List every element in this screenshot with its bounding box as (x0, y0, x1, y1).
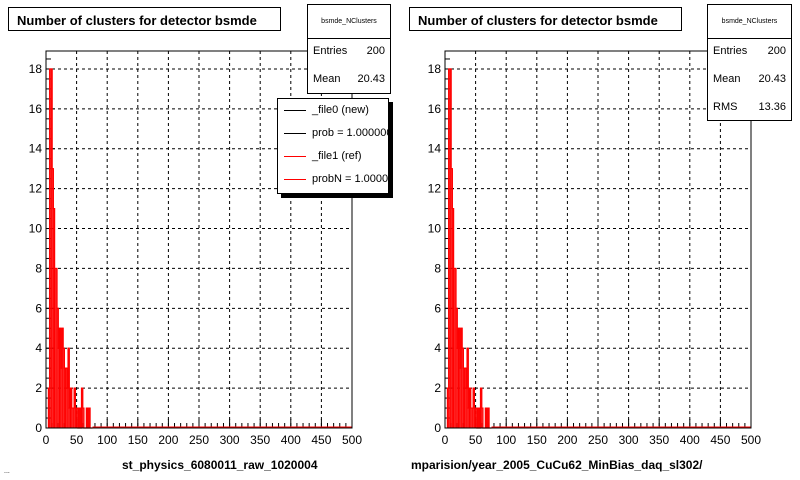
panel-1-legend: _file0 (new) prob = 1.000000 _file1 (ref… (277, 98, 389, 194)
y-tick-label: 14 (29, 142, 43, 156)
legend-swatch (284, 133, 306, 134)
x-tick-label: 450 (710, 433, 730, 447)
plot-frame (444, 50, 752, 429)
stats-entries-label: Entries (313, 45, 348, 57)
stats-rms-value: 13.36 (758, 101, 786, 113)
legend-swatch (284, 156, 306, 157)
x-tick-label: 450 (311, 433, 331, 447)
footer-text: ... (4, 468, 10, 475)
panel-2-stats-mean: Mean 20.43 (713, 73, 786, 87)
y-tick-label: 8 (434, 261, 441, 275)
legend-item-file1: _file1 (ref) (278, 150, 388, 164)
y-tick-label: 2 (35, 381, 42, 395)
y-tick-label: 14 (428, 142, 442, 156)
y-tick-label: 18 (29, 62, 43, 76)
x-tick-label: 100 (496, 433, 516, 447)
y-tick-label: 12 (428, 182, 442, 196)
legend-item-probn: probN = 1.000000 (278, 173, 389, 187)
stats-mean-value: 20.43 (758, 73, 786, 85)
legend-swatch (284, 110, 306, 111)
panel-2-stats-entries: Entries 200 (713, 45, 786, 59)
panel-1-title-text: Number of clusters for detector bsmde (17, 13, 257, 28)
y-tick-label: 16 (29, 102, 43, 116)
y-tick-label: 6 (35, 301, 42, 315)
stats-entries-label: Entries (713, 45, 748, 57)
x-tick-label: 50 (70, 433, 84, 447)
legend-label: prob = 1.000000 (312, 127, 389, 139)
stats-entries-value: 200 (366, 45, 385, 57)
y-tick-label: 16 (428, 102, 442, 116)
panel-1-x-title: st_physics_6080011_raw_1020004 (122, 458, 318, 472)
x-tick-label: 300 (220, 433, 240, 447)
y-tick-label: 4 (434, 341, 441, 355)
x-tick-label: 200 (557, 433, 577, 447)
plot-frame (45, 50, 353, 429)
panel-1-stats-entries: Entries 200 (313, 45, 385, 59)
stats-mean-label: Mean (713, 73, 741, 85)
x-tick-label: 350 (250, 433, 270, 447)
legend-item-file0: _file0 (new) (278, 104, 388, 118)
x-tick-label: 400 (680, 433, 700, 447)
legend-label: _file1 (ref) (312, 150, 362, 162)
y-tick-label: 2 (434, 381, 441, 395)
x-tick-label: 50 (469, 433, 483, 447)
y-tick-label: 6 (434, 301, 441, 315)
stats-mean-value: 20.43 (357, 73, 385, 85)
panel-2-stats-box: bsmde_NClusters Entries 200 Mean 20.43 R… (707, 4, 792, 121)
x-tick-label: 500 (342, 433, 362, 447)
panel-1-stats-mean: Mean 20.43 (313, 73, 385, 87)
panel-2-title: Number of clusters for detector bsmde (409, 7, 682, 31)
y-tick-label: 0 (35, 421, 42, 435)
x-tick-label: 200 (158, 433, 178, 447)
panel-2-stats-name: bsmde_NClusters (708, 5, 791, 39)
panel-1-stats-name: bsmde_NClusters (308, 5, 390, 39)
x-tick-label: 100 (97, 433, 117, 447)
x-tick-label: 400 (281, 433, 301, 447)
panel-2-title-text: Number of clusters for detector bsmde (418, 13, 658, 28)
y-tick-label: 8 (35, 261, 42, 275)
panel-2-x-title: mparision/year_2005_CuCu62_MinBias_daq_s… (411, 458, 703, 472)
y-tick-label: 12 (29, 182, 43, 196)
y-tick-label: 10 (428, 222, 442, 236)
x-tick-label: 300 (619, 433, 639, 447)
y-tick-label: 18 (428, 62, 442, 76)
x-tick-label: 500 (741, 433, 761, 447)
x-tick-label: 350 (649, 433, 669, 447)
legend-swatch (284, 179, 306, 180)
x-tick-label: 0 (43, 433, 50, 447)
stats-rms-label: RMS (713, 101, 738, 113)
stats-entries-value: 200 (767, 45, 786, 57)
x-tick-label: 250 (588, 433, 608, 447)
x-tick-label: 250 (189, 433, 209, 447)
panel-1-stats-box: bsmde_NClusters Entries 200 Mean 20.43 (307, 4, 391, 94)
legend-label: probN = 1.000000 (312, 173, 389, 185)
legend-item-prob: prob = 1.000000 (278, 127, 389, 141)
y-tick-label: 0 (434, 421, 441, 435)
y-tick-label: 4 (35, 341, 42, 355)
y-tick-label: 10 (29, 222, 43, 236)
x-tick-label: 0 (442, 433, 449, 447)
x-tick-label: 150 (128, 433, 148, 447)
panel-2-stats-rms: RMS 13.36 (713, 101, 786, 115)
x-tick-label: 150 (527, 433, 547, 447)
stats-mean-label: Mean (313, 73, 341, 85)
legend-label: _file0 (new) (312, 104, 369, 116)
panel-1-title: Number of clusters for detector bsmde (8, 7, 281, 31)
